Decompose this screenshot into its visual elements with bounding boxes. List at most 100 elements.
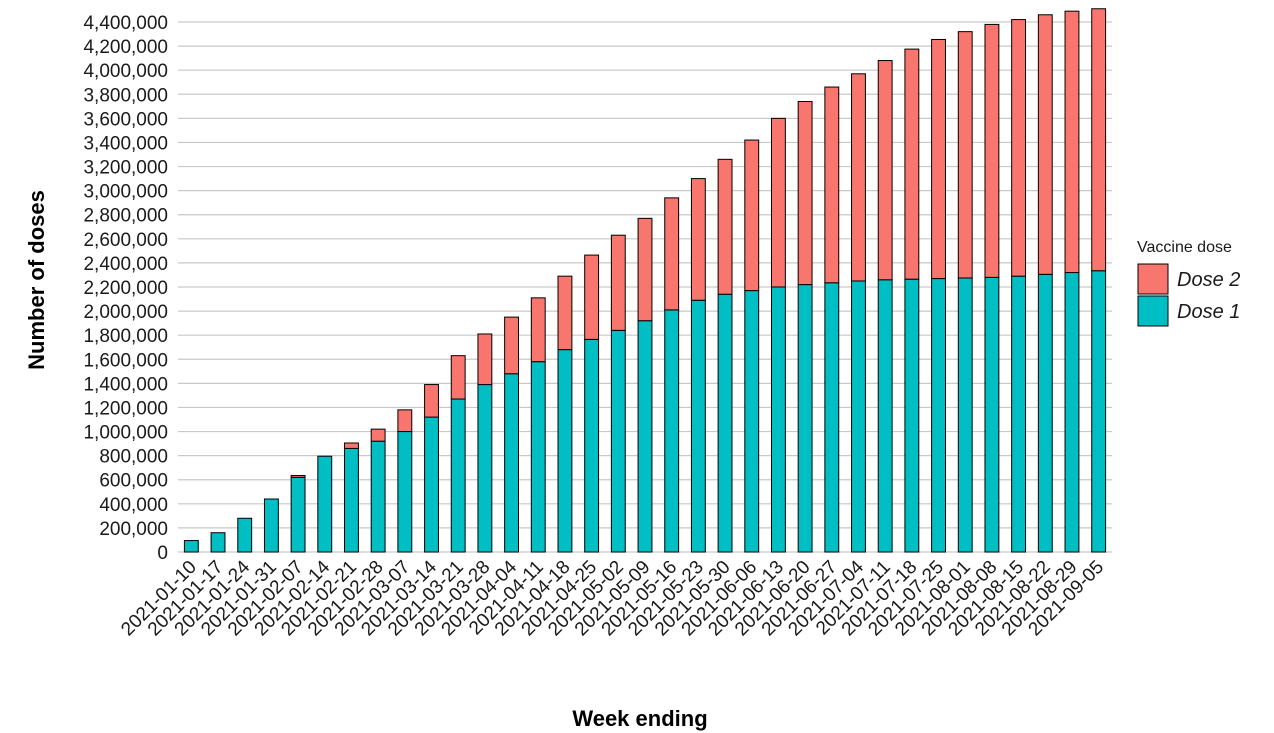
bar-dose-2 <box>557 275 573 351</box>
bar-dose-1 <box>344 447 359 553</box>
bar-dose-2 <box>344 442 359 449</box>
bar-dose-1 <box>183 540 199 553</box>
bar-dose-1 <box>1064 272 1080 553</box>
bars <box>183 8 1107 553</box>
bar-dose-1 <box>1037 273 1053 553</box>
bar-dose-1 <box>637 320 653 553</box>
bar-dose-2 <box>1064 10 1080 274</box>
legend-label-dose-2: Dose 2 <box>1177 269 1240 291</box>
bar-dose-1 <box>851 280 866 553</box>
y-tick-label: 4,200,000 <box>83 37 168 58</box>
y-tick-label: 1,400,000 <box>83 374 168 395</box>
bar-dose-1 <box>530 361 546 553</box>
bar-dose-1 <box>610 329 626 553</box>
bar-dose-1 <box>557 349 573 553</box>
bar-dose-2 <box>584 254 600 340</box>
bar-dose-2 <box>424 384 439 418</box>
y-tick-label: 600,000 <box>99 471 168 492</box>
bar-dose-2 <box>797 101 813 286</box>
y-tick-label: 200,000 <box>99 519 168 540</box>
bar-dose-2 <box>717 158 733 295</box>
legend: Vaccine dose Dose 2 Dose 1 <box>1137 239 1240 327</box>
bar-dose-1 <box>717 293 733 553</box>
bar-dose-2 <box>851 73 866 282</box>
bar-dose-2 <box>530 297 546 363</box>
y-tick-label: 2,200,000 <box>83 278 168 299</box>
y-tick-label: 1,000,000 <box>83 423 168 444</box>
y-tick-label: 1,200,000 <box>83 398 168 419</box>
bar-dose-2 <box>1037 14 1053 275</box>
bar-dose-2 <box>931 38 946 280</box>
bar-dose-1 <box>664 309 680 553</box>
bar-dose-2 <box>1091 8 1107 272</box>
y-tick-label: 3,200,000 <box>83 158 168 179</box>
bar-dose-2 <box>744 139 760 292</box>
bar-dose-2 <box>397 409 413 433</box>
bar-dose-2 <box>610 234 626 331</box>
x-axis-title: Week ending <box>572 706 707 731</box>
bar-dose-2 <box>877 60 893 281</box>
y-tick-label: 2,400,000 <box>83 254 168 275</box>
bar-dose-2 <box>904 48 920 280</box>
bar-dose-2 <box>290 475 306 478</box>
bar-dose-1 <box>797 284 813 553</box>
bar-dose-1 <box>450 398 466 553</box>
y-tick-label: 3,000,000 <box>83 182 168 203</box>
bar-dose-2 <box>770 117 786 288</box>
bar-dose-1 <box>477 384 493 553</box>
bar-dose-1 <box>690 299 706 553</box>
bar-dose-2 <box>984 23 1000 278</box>
y-axis-title: Number of doses <box>24 190 49 370</box>
legend-swatch-dose-1 <box>1137 295 1169 327</box>
y-tick-label: 4,400,000 <box>83 13 168 34</box>
bar-dose-1 <box>317 455 333 553</box>
y-tick-label: 400,000 <box>99 495 168 516</box>
bar-dose-1 <box>290 476 306 553</box>
bar-dose-2 <box>370 428 386 442</box>
bar-dose-1 <box>877 279 893 553</box>
legend-label-dose-1: Dose 1 <box>1177 301 1240 323</box>
bar-dose-1 <box>984 276 1000 553</box>
bar-dose-1 <box>1011 275 1027 553</box>
bar-dose-2 <box>957 31 973 279</box>
bar-dose-1 <box>770 286 786 553</box>
bar-dose-2 <box>637 217 653 322</box>
bar-dose-2 <box>504 316 520 375</box>
bar-dose-1 <box>904 278 920 553</box>
bar-dose-1 <box>744 290 760 553</box>
bar-dose-1 <box>931 278 946 553</box>
x-axis-tick-labels: 2021-01-102021-01-172021-01-242021-01-31… <box>117 556 1108 640</box>
y-tick-label: 3,600,000 <box>83 109 168 130</box>
bar-dose-1 <box>824 282 840 553</box>
bar-dose-1 <box>263 498 279 553</box>
bar-dose-1 <box>504 373 520 553</box>
y-tick-label: 2,800,000 <box>83 206 168 227</box>
bar-dose-1 <box>584 338 600 553</box>
y-tick-label: 3,800,000 <box>83 85 168 106</box>
y-tick-label: 800,000 <box>99 447 168 468</box>
bar-dose-2 <box>664 197 680 311</box>
y-tick-label: 2,600,000 <box>83 230 168 251</box>
bar-dose-1 <box>957 277 973 553</box>
y-tick-label: 2,000,000 <box>83 302 168 323</box>
bar-dose-2 <box>1011 19 1027 277</box>
legend-title: Vaccine dose <box>1137 239 1232 256</box>
bar-dose-1 <box>1091 270 1107 553</box>
legend-swatch-dose-2 <box>1137 263 1169 295</box>
bar-dose-2 <box>477 333 493 386</box>
bar-dose-1 <box>424 416 439 553</box>
bar-dose-1 <box>210 532 226 553</box>
bar-dose-1 <box>370 440 386 553</box>
y-axis-tick-labels: 0 200,000 400,000 600,000 800,000 1,000,000 1,… <box>83 13 168 564</box>
bar-dose-2 <box>690 178 706 301</box>
bar-dose-2 <box>824 86 840 284</box>
bar-dose-1 <box>237 517 253 553</box>
y-tick-label: 0 <box>157 543 168 564</box>
y-tick-label: 4,000,000 <box>83 61 168 82</box>
y-tick-label: 3,400,000 <box>83 133 168 154</box>
y-tick-label: 1,600,000 <box>83 350 168 371</box>
bar-dose-1 <box>397 431 413 553</box>
y-tick-label: 1,800,000 <box>83 326 168 347</box>
bar-dose-2 <box>450 355 466 400</box>
